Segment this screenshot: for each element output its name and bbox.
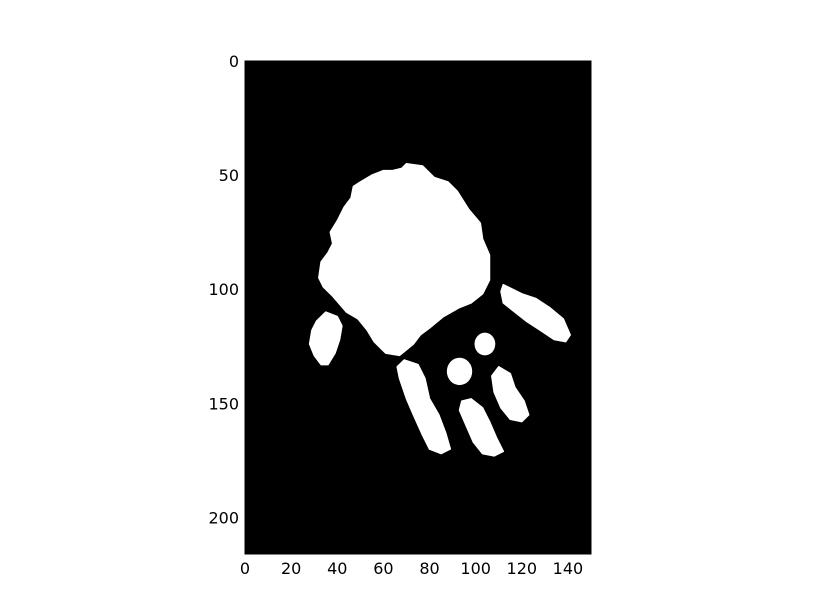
thumb-shape bbox=[308, 311, 343, 366]
finger-1-shape bbox=[396, 359, 452, 455]
y-tick-label: 100 bbox=[208, 280, 239, 299]
y-tick-label: 150 bbox=[208, 394, 239, 413]
y-axis: 0 50 100 150 200 bbox=[208, 52, 591, 527]
x-tick-label: 100 bbox=[460, 559, 491, 578]
x-tick-label: 20 bbox=[281, 559, 301, 578]
x-tick-label: 140 bbox=[553, 559, 584, 578]
finger-2-shape bbox=[458, 398, 505, 457]
y-tick-label: 50 bbox=[219, 166, 239, 185]
finger-4-shape bbox=[500, 283, 571, 343]
y-tick-label: 200 bbox=[208, 508, 239, 527]
palm-shape bbox=[318, 162, 491, 357]
x-axis: 0 20 40 60 80 100 120 140 bbox=[240, 61, 583, 578]
y-tick-label: 0 bbox=[229, 52, 239, 71]
plot-frame bbox=[244, 60, 592, 555]
x-tick-label: 0 bbox=[240, 559, 250, 578]
finger-3-shape bbox=[491, 366, 530, 423]
x-tick-label: 120 bbox=[507, 559, 538, 578]
dot-right-shape bbox=[474, 332, 496, 356]
dot-left-shape bbox=[446, 357, 473, 386]
x-tick-label: 80 bbox=[419, 559, 439, 578]
x-tick-label: 60 bbox=[373, 559, 393, 578]
image-content bbox=[308, 162, 571, 457]
x-tick-label: 40 bbox=[327, 559, 347, 578]
